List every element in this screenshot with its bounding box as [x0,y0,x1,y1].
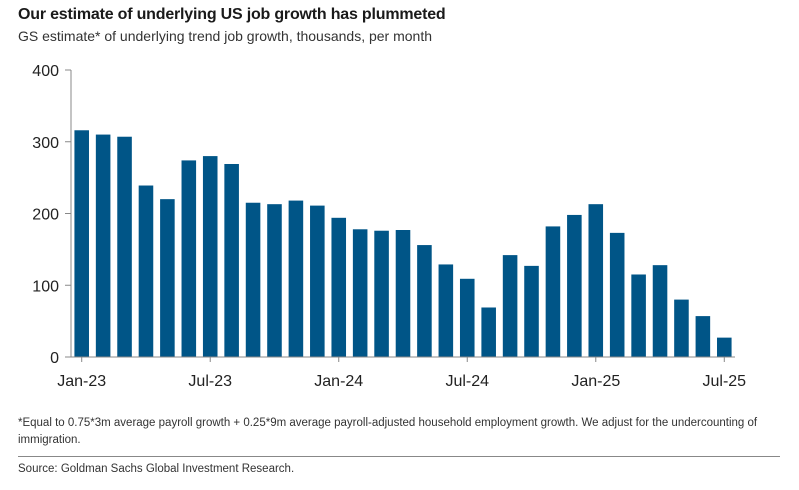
y-tick-label: 400 [32,63,59,80]
y-tick-label: 200 [32,207,59,224]
x-tick-label: Jan-24 [314,373,363,390]
chart-footnote: *Equal to 0.75*3m average payroll growth… [18,417,758,447]
y-tick-label: 100 [32,278,59,295]
bar [524,265,539,357]
bar [224,163,239,357]
bar-chart: 0 100 200 300 400 Jan-23 Jul-23 Jan-24 Jul-24 Jan… [32,63,747,390]
bar [245,202,261,357]
source-note: Source: Goldman Sachs Global Investment … [18,463,295,475]
footer-divider [18,456,780,457]
bar [310,205,325,357]
bar [502,255,518,357]
bar [545,226,561,357]
bar [374,230,389,357]
x-tick-label: Jan-23 [57,373,106,390]
bar [331,217,347,357]
bar [609,232,625,357]
x-tick-label: Jul-25 [703,373,747,390]
bar [652,265,668,357]
bar [631,274,646,357]
bar [567,214,582,357]
bar [717,337,732,357]
chart-subtitle: GS estimate* of underlying trend job gro… [18,28,433,44]
bar [74,130,89,357]
bar [267,204,282,357]
bar [588,204,604,357]
bar [438,264,454,357]
bar [160,199,175,357]
bar [395,230,411,357]
bar [352,229,368,357]
x-tick-label: Jul-23 [188,373,232,390]
bar [417,245,432,357]
bar [138,185,154,357]
bar [481,307,496,357]
bar [674,299,689,357]
y-tick-label: 300 [32,135,59,152]
x-tick-label: Jan-25 [571,373,620,390]
bar [95,134,111,357]
x-tick-label: Jul-24 [445,373,489,390]
bar [695,316,711,357]
bar [117,136,132,357]
bar [202,156,218,357]
bar [181,160,197,357]
chart-title: Our estimate of underlying US job growth… [18,6,446,23]
bar [288,200,304,357]
y-tick-label: 0 [50,350,59,367]
bar [459,278,475,357]
